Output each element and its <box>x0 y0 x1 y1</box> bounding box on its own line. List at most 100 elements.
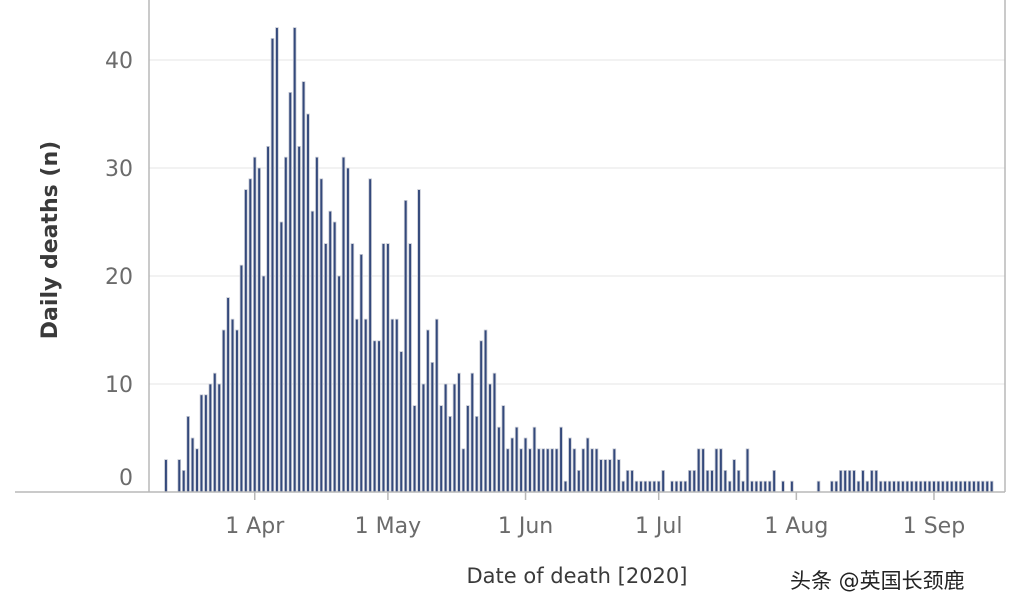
bar <box>426 329 430 493</box>
bar <box>887 480 892 493</box>
bar <box>359 253 364 493</box>
bar <box>443 383 448 493</box>
bar <box>878 480 883 493</box>
bar <box>883 480 887 493</box>
y-axis-label: Daily deaths (n) <box>38 141 63 339</box>
bar <box>945 480 950 493</box>
bar <box>701 448 705 493</box>
x-tick-label: 1 Apr <box>225 514 285 539</box>
bar <box>381 243 386 493</box>
bar <box>843 469 847 493</box>
x-tick-label: 1 Sep <box>903 514 965 539</box>
bar <box>328 210 332 493</box>
bar <box>634 480 639 493</box>
bar <box>434 318 439 493</box>
bar <box>754 480 759 493</box>
x-tick-label: 1 May <box>355 514 421 539</box>
bar <box>248 178 253 493</box>
bar <box>750 480 754 493</box>
bar <box>963 480 967 493</box>
bar <box>941 480 945 493</box>
bar <box>563 480 568 493</box>
bar <box>572 448 577 493</box>
bar <box>630 469 634 493</box>
bar <box>275 27 279 493</box>
bar <box>266 145 270 493</box>
bar <box>985 480 990 493</box>
bar <box>670 480 674 493</box>
bar <box>310 210 315 493</box>
bar <box>350 243 355 493</box>
bar <box>501 405 506 493</box>
bar <box>452 383 457 493</box>
bar <box>221 329 226 493</box>
bar <box>164 459 168 493</box>
bar <box>719 448 723 493</box>
bar <box>736 469 741 493</box>
bar <box>594 448 599 493</box>
bar <box>461 448 466 493</box>
bar <box>767 480 772 493</box>
bar <box>390 318 395 493</box>
bar <box>554 448 559 493</box>
bar <box>470 372 475 493</box>
bar <box>204 394 208 493</box>
bar <box>346 167 350 493</box>
bar <box>870 469 874 493</box>
bar <box>914 480 918 493</box>
bar <box>306 113 310 493</box>
bar <box>967 480 972 493</box>
bar <box>639 480 643 493</box>
bar <box>714 448 719 493</box>
bar <box>505 448 510 493</box>
bar <box>949 480 954 493</box>
bar <box>603 459 608 493</box>
bar <box>261 275 266 493</box>
bar <box>368 178 372 493</box>
bar <box>865 480 870 493</box>
bar <box>763 480 768 493</box>
bar <box>315 156 319 493</box>
bar <box>319 178 324 493</box>
bar <box>696 448 701 493</box>
bar <box>830 480 834 493</box>
bar <box>936 480 941 493</box>
bar <box>790 480 794 493</box>
bar <box>577 469 581 493</box>
bar <box>199 394 204 493</box>
bar <box>616 459 621 493</box>
bar <box>874 469 879 493</box>
bar <box>488 383 492 493</box>
bar <box>621 480 625 493</box>
bar <box>896 480 901 493</box>
bar <box>727 480 732 493</box>
bar <box>981 480 985 493</box>
bar <box>523 437 528 493</box>
bar <box>568 437 572 493</box>
bar <box>408 243 412 493</box>
bar <box>781 480 785 493</box>
bar <box>976 480 981 493</box>
bar <box>474 415 479 493</box>
bar <box>284 156 288 493</box>
bar <box>288 92 293 493</box>
bar <box>910 480 914 493</box>
bar <box>430 361 435 493</box>
bar <box>838 469 843 493</box>
bar <box>958 480 963 493</box>
bar <box>683 480 688 493</box>
bar <box>559 426 563 493</box>
bar <box>861 469 865 493</box>
bar <box>212 372 217 493</box>
bar <box>772 469 776 493</box>
bar <box>323 243 328 493</box>
bar <box>448 415 452 493</box>
bar <box>355 318 359 493</box>
bar <box>230 318 235 493</box>
bar <box>532 426 537 493</box>
axes <box>15 0 1006 493</box>
bar <box>643 480 648 493</box>
bar <box>932 480 936 493</box>
bar <box>301 81 306 493</box>
y-tick-label: 40 <box>105 49 133 74</box>
